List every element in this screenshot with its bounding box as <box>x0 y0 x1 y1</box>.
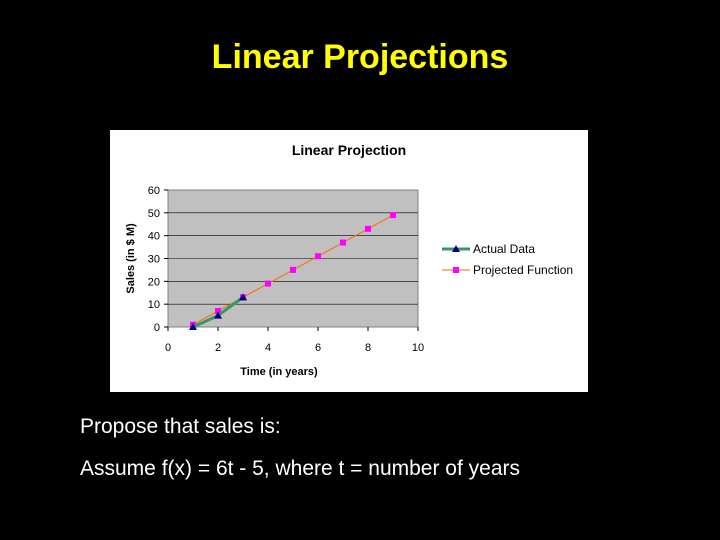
legend-item: Actual Data <box>442 242 535 256</box>
x-tick-label: 6 <box>315 342 321 354</box>
y-tick-label: 40 <box>148 231 160 243</box>
data-point <box>340 239 346 246</box>
gridlines <box>168 212 418 305</box>
legend-label: Actual Data <box>473 242 535 256</box>
legend-item: Projected Function <box>442 263 573 277</box>
x-tick-label: 0 <box>165 342 171 354</box>
legend-marker <box>452 245 460 252</box>
body-text-proposal: Propose that sales is: <box>80 415 281 438</box>
x-tick-label: 10 <box>412 342 424 354</box>
y-tick-label: 50 <box>148 208 160 220</box>
data-point <box>390 212 396 219</box>
y-tick-label: 20 <box>148 276 160 288</box>
data-point <box>239 293 247 301</box>
x-axis-label: Time (in years) <box>240 366 318 378</box>
x-tick-label: 8 <box>365 342 371 354</box>
data-point <box>365 225 371 232</box>
data-point <box>215 308 221 315</box>
legend-marker <box>453 267 459 273</box>
data-point <box>315 253 321 260</box>
y-axis-label: Sales (in $ M) <box>125 223 137 294</box>
y-axis-ticks: 0 10 20 30 40 50 60 <box>148 185 168 334</box>
series-actual-data <box>189 293 247 330</box>
chart-legend: Actual Data Projected Function <box>442 242 573 277</box>
y-tick-label: 10 <box>148 299 160 311</box>
x-tick-label: 2 <box>215 342 221 354</box>
body-text-assumption: Assume f(x) = 6t - 5, where t = number o… <box>80 457 521 480</box>
y-tick-label: 60 <box>148 185 160 197</box>
slide-title: Linear Projections <box>211 38 509 76</box>
data-point <box>214 311 222 319</box>
chart-panel: Linear Projection 0 10 20 30 40 50 60 0 2 4 6 8 10 … <box>110 130 588 392</box>
data-point <box>265 280 271 287</box>
chart-title: Linear Projection <box>292 142 406 158</box>
y-tick-label: 30 <box>148 254 160 266</box>
data-point <box>189 323 197 330</box>
data-point <box>290 266 296 273</box>
legend-label: Projected Function <box>473 263 573 277</box>
y-tick-label: 0 <box>154 322 160 334</box>
x-tick-label: 4 <box>265 342 271 354</box>
x-axis-ticks: 0 2 4 6 8 10 <box>165 327 424 354</box>
series-layer <box>189 212 396 330</box>
